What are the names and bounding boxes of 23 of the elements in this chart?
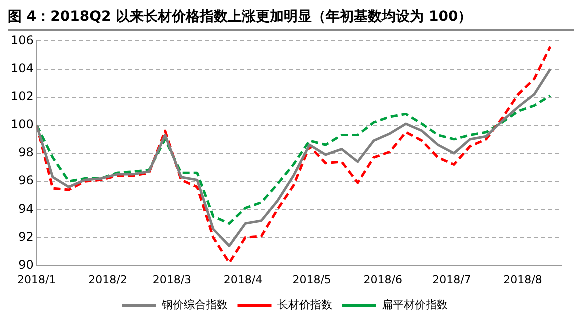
chart-title: 图 4：2018Q2 以来长材价格指数上涨更加明显（年初基数均设为 100） xyxy=(8,8,574,31)
y-tick-label: 102 xyxy=(11,89,34,104)
y-tick-label: 100 xyxy=(11,118,34,132)
y-tick-label: 92 xyxy=(18,230,34,244)
y-tick-label: 104 xyxy=(11,61,34,76)
legend-label: 钢价综合指数 xyxy=(160,298,228,312)
y-tick-label: 98 xyxy=(18,146,34,160)
x-tick-label: 2018/5 xyxy=(292,273,332,286)
line-series xyxy=(36,94,552,225)
y-tick-label: 96 xyxy=(18,174,34,188)
legend-label: 长材价指数 xyxy=(277,298,332,312)
x-tick-label: 2018/4 xyxy=(224,273,263,286)
y-tick-label: 90 xyxy=(18,258,34,272)
legend-label: 扁平材价指数 xyxy=(382,298,448,312)
x-tick-label: 2018/2 xyxy=(88,273,128,286)
y-tick-label: 106 xyxy=(11,33,34,48)
x-tick-label: 2018/6 xyxy=(364,273,402,286)
x-tick-label: 2018/3 xyxy=(152,273,192,286)
x-tick-label: 2018/8 xyxy=(504,273,542,286)
x-tick-label: 2018/7 xyxy=(432,273,472,286)
y-tick-label: 94 xyxy=(18,202,34,216)
x-tick-label: 2018/1 xyxy=(18,273,56,286)
line-series xyxy=(36,46,552,264)
